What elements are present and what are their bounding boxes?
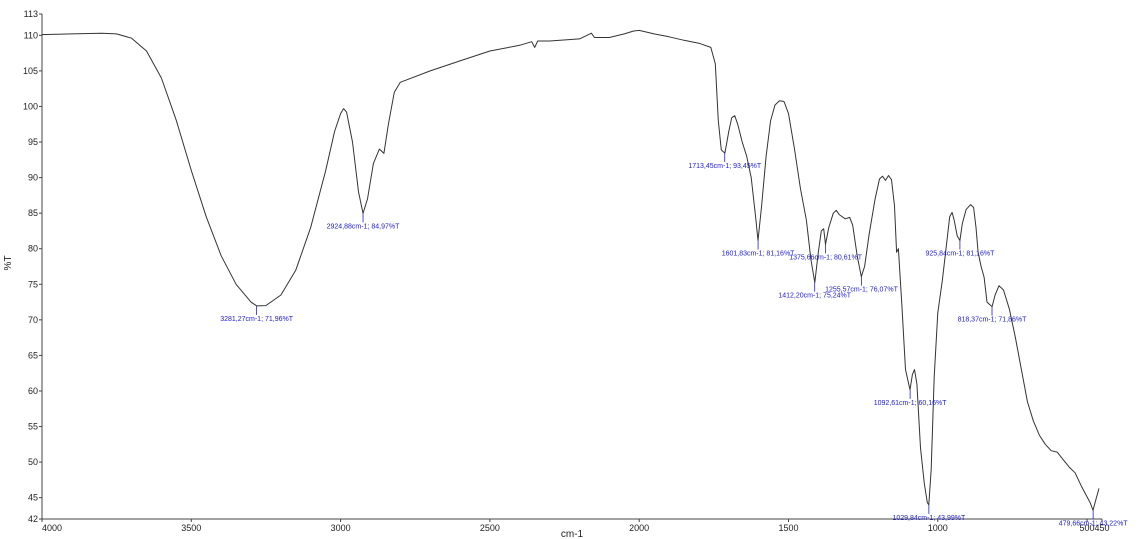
- y-tick-label: 65: [28, 350, 38, 360]
- y-tick-label: 113: [24, 9, 38, 19]
- x-tick-label: 1000: [928, 523, 948, 533]
- spectrum-line: [41, 29, 1100, 511]
- peak-label: 1601,83cm-1; 81,16%T: [722, 250, 795, 257]
- y-tick-label: 85: [28, 208, 38, 218]
- x-tick-label: 1500: [778, 523, 798, 533]
- y-tick-label: 45: [28, 493, 38, 503]
- peak-label: 1029,84cm-1; 43,99%T: [892, 515, 965, 522]
- y-tick-label: 110: [24, 30, 38, 40]
- y-tick-label: 60: [28, 386, 38, 396]
- chart-axes: 42 45 50 55 60 65 70 75 80 85 90 95 100 105 110 113 4000…: [23, 9, 1110, 533]
- peak-label: 479,66cm-1; 43,22%T: [1059, 520, 1129, 527]
- peak-label: 2924,88cm-1; 84,97%T: [327, 223, 400, 230]
- peak-label: 3281,27cm-1; 71,96%T: [220, 316, 293, 323]
- y-tick-label: 50: [28, 457, 38, 467]
- x-tick-label: 2000: [629, 523, 649, 533]
- peak-label: 1092,61cm-1; 60,16%T: [874, 400, 947, 407]
- y-tick-label: 42: [28, 514, 38, 524]
- peak-label: 1255,57cm-1; 76,07%T: [825, 287, 898, 294]
- y-tick-label: 95: [28, 137, 38, 147]
- y-tick-label: 70: [28, 315, 38, 325]
- x-tick-label: 2500: [480, 523, 500, 533]
- peak-label: 925,84cm-1; 81,16%T: [925, 250, 995, 257]
- annotation-layer: 3281,27cm-1; 71,96%T 2924,88cm-1; 84,97%T…: [220, 153, 1128, 527]
- peak-label: 1713,45cm-1; 93,45%T: [688, 163, 761, 170]
- x-tick-label: 3500: [181, 523, 201, 533]
- x-tick-label: 4000: [42, 523, 62, 533]
- y-tick-label: 80: [28, 244, 38, 254]
- x-tick-label: 450: [1094, 523, 1109, 533]
- x-tick-label: 3000: [331, 523, 351, 533]
- x-axis-title: cm-1: [561, 529, 584, 539]
- y-axis-title: %T: [3, 255, 14, 270]
- peak-label: 1375,66cm-1; 80,61%T: [789, 254, 862, 261]
- x-tick-label: 500: [1080, 523, 1095, 533]
- series-layer: [41, 29, 1100, 511]
- y-tick-label: 55: [28, 422, 38, 432]
- y-tick-label: 105: [23, 66, 38, 76]
- y-tick-label: 90: [28, 173, 38, 183]
- y-tick-label: 75: [28, 279, 38, 289]
- peak-label: 1412,20cm-1; 75,24%T: [778, 293, 851, 300]
- y-tick-label: 100: [23, 101, 38, 111]
- peak-label: 818,37cm-1; 71,86%T: [958, 317, 1028, 324]
